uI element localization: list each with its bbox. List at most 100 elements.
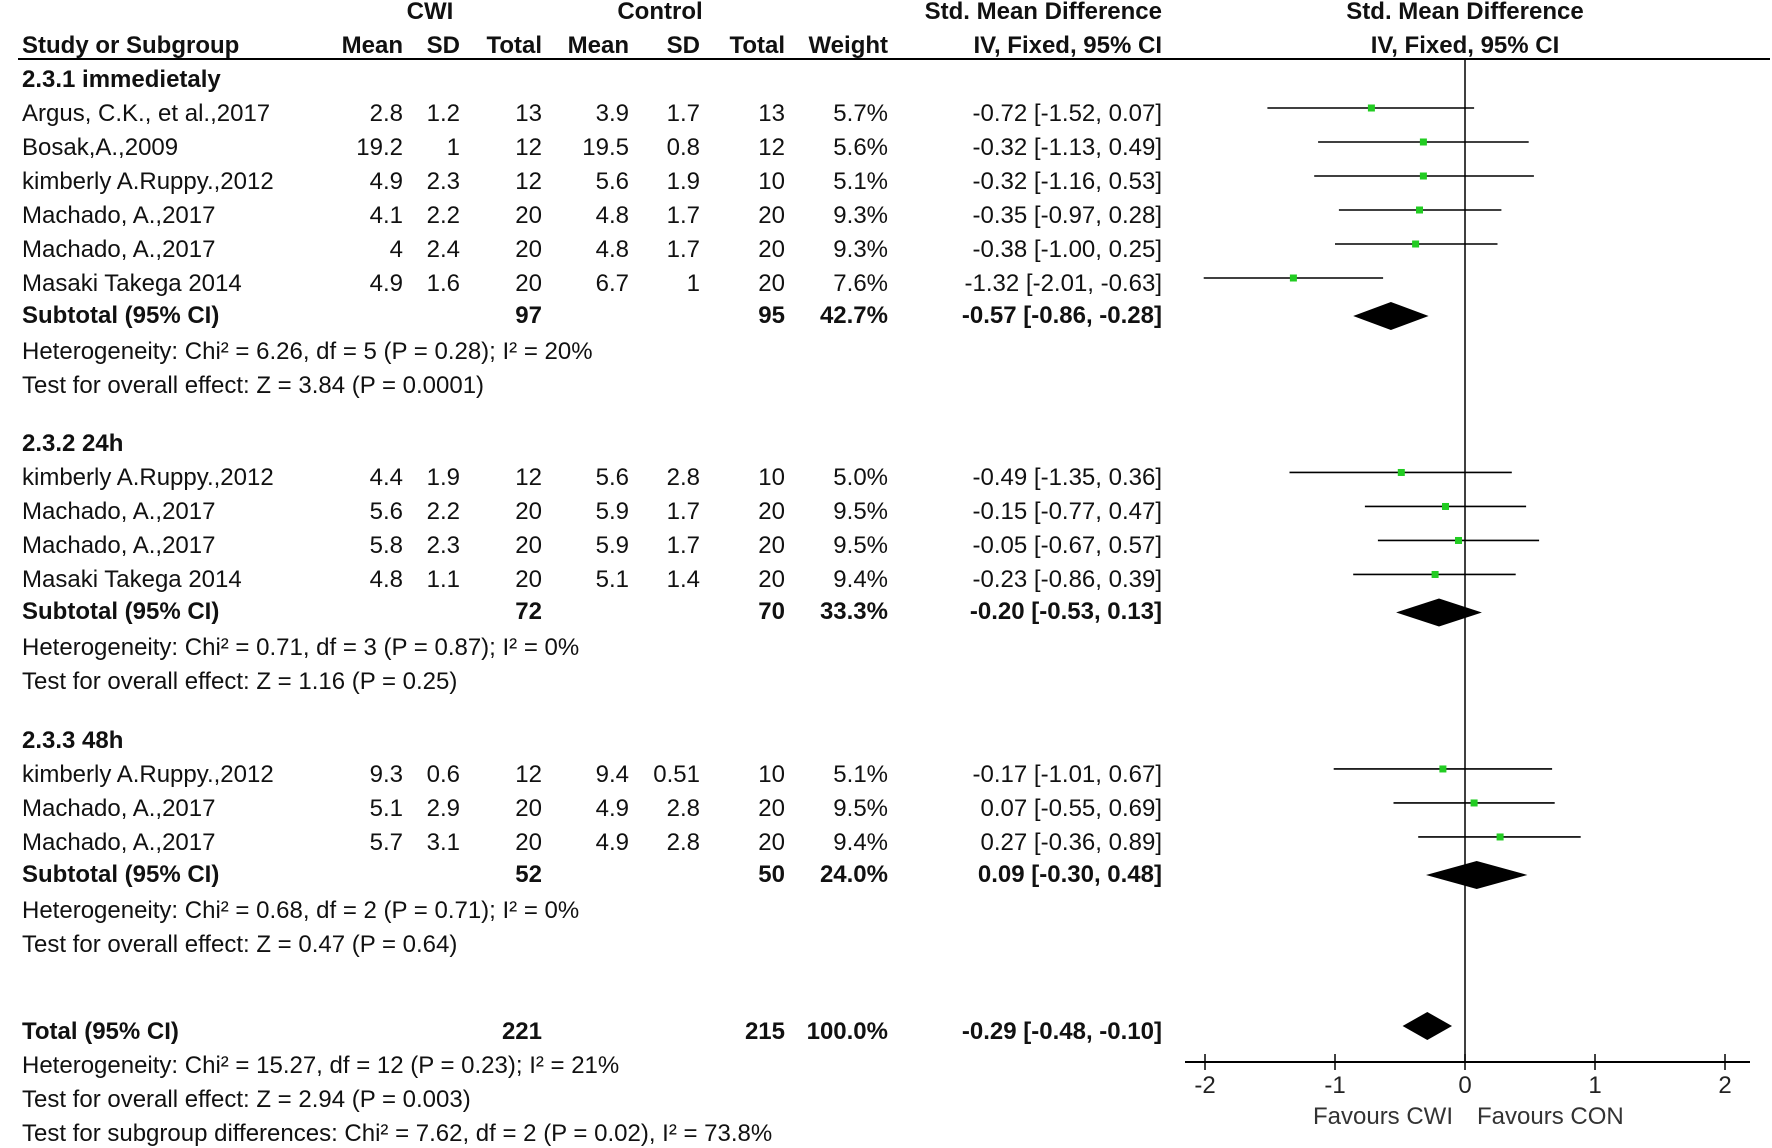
control-total: 20 [758,270,785,297]
study-smd-ci: 0.07 [-0.55, 0.69] [980,794,1162,822]
cwi-sd: 2.3 [426,168,460,195]
cwi-total: 13 [515,100,542,127]
x-tick-label: 0 [1458,1072,1471,1099]
control-sd: 1.9 [666,168,700,195]
header-col-total-control: Total [729,32,785,59]
cwi-total: 20 [515,828,542,856]
control-total: 20 [758,498,785,526]
cwi-total: 20 [515,498,542,526]
control-sd: 1.7 [666,498,700,526]
cwi-mean: 4 [389,236,403,263]
subtotal-cwi-total: 72 [515,598,542,626]
cwi-total: 12 [515,760,542,788]
header-col-total-cwi: Total [486,32,542,59]
total-label: Total (95% CI) [22,1018,179,1045]
subgroup-overall-effect: Test for overall effect: Z = 1.16 (P = 0… [22,668,458,696]
study-name: Bosak,A.,2009 [22,134,179,161]
total-control: 215 [744,1018,785,1045]
cwi-mean: 4.1 [369,202,403,229]
study-marker [1442,502,1449,510]
study-name: Machado, A.,2017 [22,532,216,560]
cwi-mean: 4.9 [369,168,403,195]
cwi-total: 12 [515,134,542,161]
control-sd: 0.8 [666,134,700,161]
header-plot-title: Std. Mean Difference [1346,0,1584,25]
cwi-total: 20 [515,270,542,297]
study-name: Machado, A.,2017 [22,498,216,526]
study-smd-ci: -1.32 [-2.01, -0.63] [964,270,1162,297]
control-mean: 6.7 [595,270,629,297]
study-marker [1431,570,1439,578]
subtotal-label: Subtotal (95% CI) [22,598,220,626]
study-marker [1439,765,1447,773]
control-mean: 4.9 [595,794,629,822]
cwi-sd: 2.2 [426,498,460,526]
study-weight: 5.0% [833,464,888,492]
study-smd-ci: -0.72 [-1.52, 0.07] [972,100,1162,127]
control-total: 13 [758,100,785,127]
control-sd: 2.8 [666,464,700,492]
study-marker [1289,274,1297,282]
study-smd-ci: -0.32 [-1.13, 0.49] [972,134,1162,161]
control-sd: 1 [686,270,700,297]
control-sd: 2.8 [666,828,700,856]
subtotal-smd-ci: -0.20 [-0.53, 0.13] [969,598,1162,626]
study-name: kimberly A.Ruppy.,2012 [22,464,274,492]
cwi-sd: 2.2 [426,202,460,229]
study-weight: 9.5% [833,532,888,560]
study-weight: 9.3% [833,236,888,263]
control-mean: 4.9 [595,828,629,856]
total-cwi: 221 [501,1018,542,1045]
cwi-mean: 4.9 [369,270,403,297]
cwi-sd: 2.3 [426,532,460,560]
header-group-control: Control [617,0,703,25]
study-name: Machado, A.,2017 [22,202,216,229]
x-tick-label: 1 [1588,1072,1601,1099]
study-marker [1496,833,1504,841]
subgroup-title: 2.3.1 immedietaly [22,66,221,93]
cwi-mean: 5.1 [369,794,403,822]
control-total: 10 [758,168,785,195]
study-smd-ci: -0.49 [-1.35, 0.36] [972,464,1162,492]
x-tick-label: -2 [1194,1072,1215,1099]
control-mean: 5.6 [595,168,629,195]
study-smd-ci: -0.38 [-1.00, 0.25] [972,236,1162,263]
control-mean: 9.4 [595,760,629,788]
header-plot-subtitle: IV, Fixed, 95% CI [1370,32,1560,59]
study-marker [1419,138,1427,146]
header-col-sd-control: SD [666,32,700,59]
header-smd-title: Std. Mean Difference [924,0,1162,25]
study-smd-ci: -0.17 [-1.01, 0.67] [972,760,1162,788]
subgroup-overall-effect: Test for overall effect: Z = 0.47 (P = 0… [22,930,458,958]
subtotal-control-total: 70 [758,598,785,626]
study-name: Machado, A.,2017 [22,794,216,822]
cwi-total: 12 [515,464,542,492]
x-tick-label: -1 [1324,1072,1345,1099]
subtotal-diamond [1353,302,1429,330]
study-weight: 7.6% [833,270,888,297]
cwi-total: 20 [515,236,542,263]
cwi-mean: 5.6 [369,498,403,526]
study-weight: 5.7% [833,100,888,127]
control-sd: 1.7 [666,100,700,127]
control-sd: 0.51 [653,760,700,788]
cwi-sd: 1.9 [426,464,460,492]
control-total: 20 [758,794,785,822]
study-marker [1470,799,1478,807]
header-col-study: Study or Subgroup [22,32,240,59]
subgroup-overall-effect: Test for overall effect: Z = 3.84 (P = 0… [22,372,485,399]
header-group-cwi: CWI [406,0,454,25]
study-weight: 9.5% [833,794,888,822]
study-marker [1455,536,1462,544]
total-weight: 100.0% [806,1018,888,1045]
header-col-mean-cwi: Mean [341,32,403,59]
cwi-total: 20 [515,532,542,560]
study-weight: 9.4% [833,828,888,856]
study-marker [1412,240,1420,248]
header-col-weight: Weight [808,32,888,59]
study-smd-ci: -0.32 [-1.16, 0.53] [972,168,1162,195]
control-mean: 5.1 [595,566,629,594]
control-mean: 5.9 [595,532,629,560]
control-mean: 4.8 [595,202,629,229]
